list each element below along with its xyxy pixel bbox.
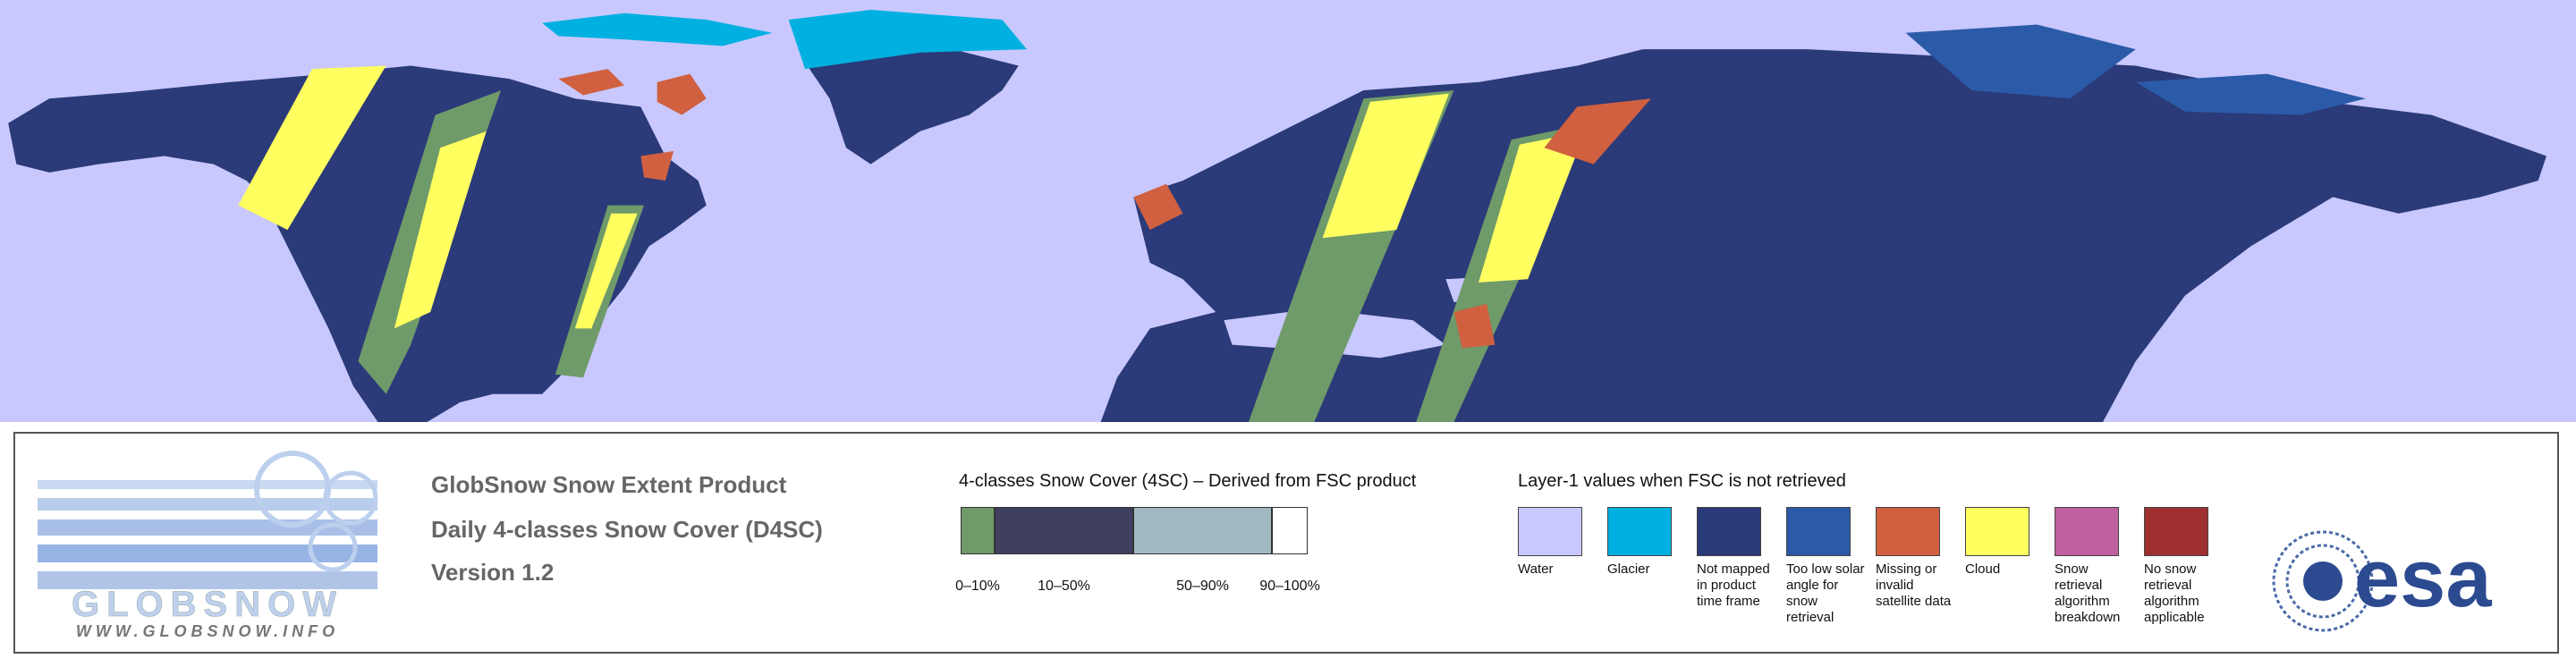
legend-label: Water [1518,561,1554,577]
scale-label: 50–90% [1176,578,1229,594]
product-line: Daily 4-classes Snow Cover (D4SC) [431,516,823,543]
legend-label: Snow retrieval algorithm breakdown [2055,561,2121,625]
legend-label: Not mapped in product time frame [1697,561,1770,609]
product-line: Version 1.2 [431,559,555,586]
scale-segment [1133,507,1272,554]
snow-map [0,0,2576,422]
scale-segment [995,507,1133,554]
agency-name: esa [2354,533,2492,624]
legend-swatch [2144,507,2208,556]
esa-logo: esa [2272,530,2492,632]
scale-segment [961,507,995,554]
legend-swatch [1876,507,1940,556]
scale-segment [1272,507,1308,554]
globsnow-logo: GLOBSNOW WWW.GLOBSNOW.INFO [38,451,378,640]
legend-label: Missing or invalid satellite data [1876,561,1952,609]
legend-label: No snow retrieval algorithm applicable [2144,561,2205,625]
legend-panel: GLOBSNOW WWW.GLOBSNOW.INFO GlobSnow Snow… [13,432,2559,654]
legend-swatch [2055,507,2119,556]
scale-label: 0–10% [955,578,1000,594]
logo-url: WWW.GLOBSNOW.INFO [76,622,339,640]
layer1-title: Layer-1 values when FSC is not retrieved [1518,471,1846,491]
legend-label: Glacier [1607,561,1650,577]
snow-cover-title: 4-classes Snow Cover (4SC) – Derived fro… [959,471,1417,491]
legend-swatch [1607,507,1672,556]
scale-label: 90–100% [1259,578,1320,594]
legend-swatch [1786,507,1851,556]
legend-swatch [1697,507,1761,556]
legend-swatch [1965,507,2029,556]
legend-label: Too low solar angle for snow retrieval [1786,561,1865,625]
scale-label: 10–50% [1038,578,1090,594]
legend-swatch [1518,507,1582,556]
product-line: GlobSnow Snow Extent Product [431,471,787,498]
legend-label: Cloud [1965,561,2001,577]
logo-name: GLOBSNOW [72,585,343,624]
